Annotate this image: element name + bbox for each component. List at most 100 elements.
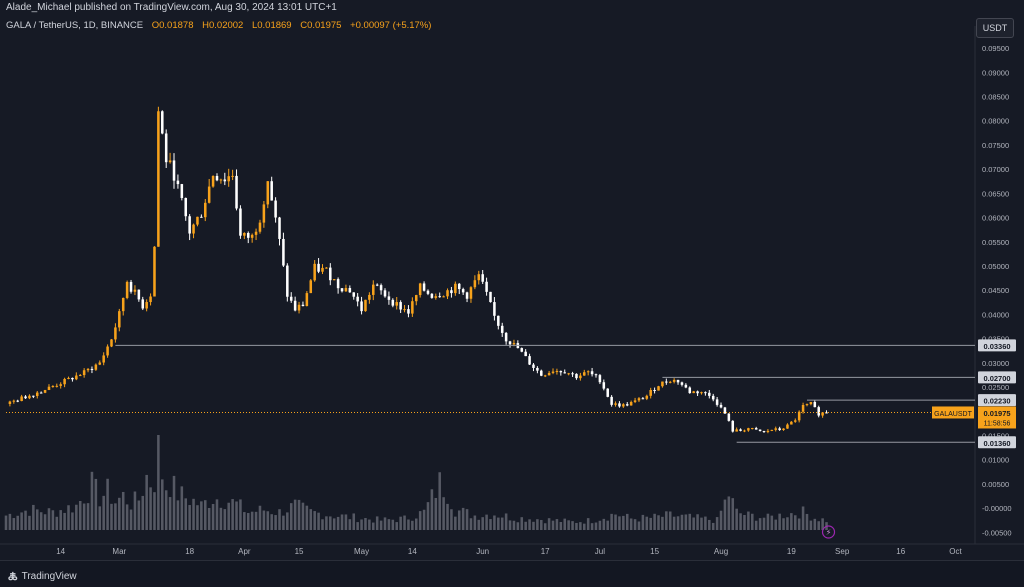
candle-body <box>477 274 481 281</box>
volume-bar <box>801 506 805 530</box>
volume-bar <box>622 515 625 530</box>
candle-body <box>727 413 731 421</box>
tradingview-logo[interactable]: 🜏 TradingView <box>8 565 77 587</box>
candle-body <box>817 407 820 416</box>
volume-bar <box>231 499 234 530</box>
y-tick-label: -0.00000 <box>982 504 1012 513</box>
candle-body <box>641 398 645 400</box>
y-tick-label: 0.02500 <box>982 383 1009 392</box>
candle-body <box>321 267 324 272</box>
y-tick-label: 0.08000 <box>982 117 1009 126</box>
currency-button[interactable]: USDT <box>976 18 1014 38</box>
candle-body <box>47 386 51 390</box>
volume-bar <box>598 520 602 530</box>
volume-bar <box>618 516 621 530</box>
candle-body <box>602 382 606 389</box>
candle-body <box>67 377 70 379</box>
volume-bar <box>266 511 270 530</box>
volume-bar <box>321 519 324 530</box>
volume-bar <box>758 518 762 530</box>
volume-bar <box>637 521 641 530</box>
candle-body <box>313 263 316 281</box>
volume-bar <box>211 503 215 530</box>
candle-body <box>340 288 344 292</box>
volume-bar <box>180 486 184 530</box>
volume-bar <box>457 510 461 530</box>
candle-body <box>168 160 172 163</box>
volume-bar <box>684 514 688 530</box>
candle-body <box>317 263 320 272</box>
candle-body <box>35 392 39 396</box>
volume-bar <box>383 517 387 530</box>
x-tick-label: Jun <box>476 547 489 556</box>
candle-body <box>161 111 164 134</box>
volume-bar <box>567 520 570 530</box>
candle-body <box>692 391 695 394</box>
volume-bar <box>98 506 102 530</box>
candle-body <box>246 232 250 238</box>
candle-body <box>98 362 102 365</box>
volume-bar <box>700 517 703 530</box>
candle-body <box>704 392 707 394</box>
candlestick-chart[interactable]: 0.09500 0.09000 0.08500 0.08000 0.07500 0.070… <box>0 0 1024 560</box>
volume-bar <box>293 499 297 530</box>
candle-body <box>743 430 746 432</box>
candle-body <box>356 296 359 302</box>
y-tick-label: 0.09000 <box>982 68 1009 77</box>
candle-body <box>825 412 828 414</box>
candle-body <box>71 377 74 380</box>
candle-body <box>8 401 12 404</box>
candle-body <box>461 289 465 293</box>
volume-bar <box>461 507 465 530</box>
candle-body <box>762 431 766 433</box>
candle-body <box>622 404 625 407</box>
volume-bar <box>16 515 19 530</box>
volume-bar <box>665 511 668 530</box>
x-tick-label: 18 <box>185 547 194 556</box>
volume-bar <box>352 513 356 530</box>
candle-body <box>254 231 258 235</box>
symbol-title[interactable]: GALA / TetherUS, 1D, BINANCE <box>6 20 144 31</box>
x-tick-label: 16 <box>896 547 905 556</box>
low-value: L0.01869 <box>251 20 292 31</box>
candle-body <box>805 404 809 406</box>
candle-body <box>625 404 629 406</box>
volume-bar <box>450 509 453 530</box>
volume-bar <box>708 519 711 530</box>
x-tick-label: Aug <box>714 547 728 556</box>
candle-body <box>543 375 547 377</box>
candle-body <box>153 246 156 297</box>
candle-body <box>770 429 774 431</box>
candle-body <box>364 299 367 312</box>
volume-bar <box>145 474 148 530</box>
candle-body <box>633 400 637 403</box>
volume-bar <box>63 512 66 530</box>
flash-icon[interactable] <box>821 525 836 539</box>
candle-body <box>657 386 660 391</box>
symbol-tag: GALAUSDT <box>934 411 972 418</box>
volume-bar <box>551 520 555 530</box>
candle-body <box>731 420 735 432</box>
y-tick-label: 0.05500 <box>982 238 1009 247</box>
candle-body <box>239 208 242 236</box>
candle-body <box>383 290 387 297</box>
candle-body <box>536 367 539 371</box>
candle-body <box>532 364 535 368</box>
volume-bar <box>94 478 98 530</box>
volume-bar <box>747 511 750 530</box>
volume-bar <box>4 515 8 530</box>
volume-bar <box>223 509 227 530</box>
volume-bar <box>520 517 524 530</box>
volume-bar <box>782 518 785 530</box>
candle-body <box>59 384 62 386</box>
candle-body <box>282 238 285 266</box>
level-label-box <box>978 339 1016 352</box>
candle-body <box>133 289 137 292</box>
candle-body <box>125 281 129 298</box>
volume-bar <box>813 518 817 530</box>
volume-bar <box>817 521 820 530</box>
volume-bar <box>379 520 383 530</box>
volume-bar <box>469 518 473 530</box>
volume-bar <box>610 513 613 530</box>
volume-bar <box>118 497 121 530</box>
